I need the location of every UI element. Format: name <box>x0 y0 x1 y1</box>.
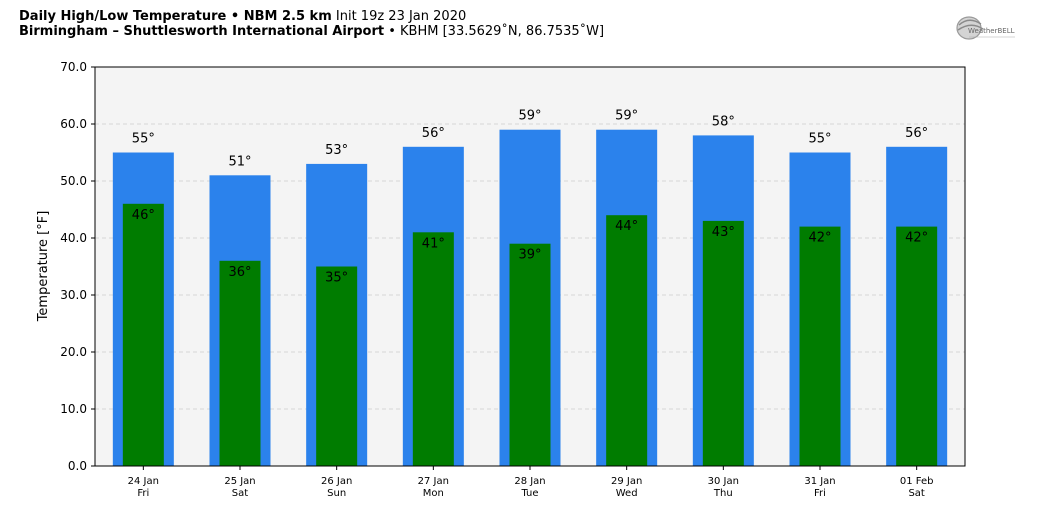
y-tick-label: 10.0 <box>60 402 87 416</box>
y-tick-label: 0.0 <box>68 459 87 473</box>
low-temp-label: 43° <box>712 225 735 240</box>
low-temp-label: 44° <box>615 219 638 234</box>
chart-title: Daily High/Low Temperature • NBM 2.5 km <box>19 9 332 24</box>
y-tick-label: 70.0 <box>60 60 87 74</box>
low-temp-bar <box>702 220 744 466</box>
y-axis: 0.0 10.0 20.0 30.0 40.0 50.0 60.0 70.0 <box>60 60 95 473</box>
low-temp-bar <box>219 260 261 466</box>
low-temp-label: 39° <box>518 248 541 263</box>
high-temp-label: 51° <box>228 154 251 169</box>
x-tick-date: 26 Jan <box>321 476 352 487</box>
y-tick-label: 20.0 <box>60 345 87 359</box>
low-temp-bar <box>122 203 164 467</box>
x-tick-day: Fri <box>137 488 149 499</box>
high-temp-label: 53° <box>325 143 348 158</box>
low-temp-label: 42° <box>808 231 831 246</box>
low-temp-label: 35° <box>325 271 348 286</box>
x-tick-day: Fri <box>814 488 826 499</box>
x-tick-day: Sun <box>327 488 346 499</box>
high-temp-label: 56° <box>422 126 445 141</box>
high-temp-label: 56° <box>905 126 928 141</box>
high-temp-label: 55° <box>132 132 155 147</box>
x-tick-date: 31 Jan <box>804 476 835 487</box>
high-temp-label: 59° <box>518 109 541 124</box>
x-tick-day: Sat <box>232 488 248 499</box>
low-temp-label: 46° <box>132 208 155 223</box>
low-temp-bar <box>412 232 454 466</box>
x-tick-date: 25 Jan <box>224 476 255 487</box>
init-time: Init 19z 23 Jan 2020 <box>335 9 467 24</box>
location-line: Birmingham – Shuttlesworth International… <box>19 24 604 39</box>
location-coordinates: • KBHM [33.5629˚N, 86.7535˚W] <box>388 24 605 39</box>
y-tick-label: 40.0 <box>60 231 87 245</box>
data-labels: 55° 46° 51° 36° 53° 35° 56° 41° 59° 39° 59° 44° 58° 4… <box>132 109 928 286</box>
low-temp-label: 42° <box>905 231 928 246</box>
y-tick-label: 50.0 <box>60 174 87 188</box>
x-tick-date: 01 Feb <box>900 476 934 487</box>
low-temp-bar <box>606 215 648 466</box>
y-tick-label: 30.0 <box>60 288 87 302</box>
chart-title-line: Daily High/Low Temperature • NBM 2.5 km … <box>19 9 604 24</box>
low-temp-bar <box>509 243 551 466</box>
x-tick-day: Tue <box>520 488 538 499</box>
x-tick-day: Sat <box>908 488 924 499</box>
high-temp-label: 55° <box>808 132 831 147</box>
low-temp-bar <box>799 226 841 466</box>
low-temp-bar <box>316 266 358 466</box>
weatherbell-logo: WeatherBELL <box>956 16 1015 40</box>
location-name: Birmingham – Shuttlesworth International… <box>19 24 385 39</box>
logo-text: WeatherBELL <box>968 27 1015 35</box>
x-tick-date: 29 Jan <box>611 476 642 487</box>
y-tick-label: 60.0 <box>60 117 87 131</box>
x-tick-date: 24 Jan <box>128 476 159 487</box>
x-tick-date: 27 Jan <box>418 476 449 487</box>
x-tick-date: 28 Jan <box>514 476 545 487</box>
high-temp-label: 59° <box>615 109 638 124</box>
chart-title-block: Daily High/Low Temperature • NBM 2.5 km … <box>19 9 604 39</box>
x-tick-day: Thu <box>713 488 733 499</box>
bars <box>112 129 948 467</box>
low-temp-bar <box>896 226 938 466</box>
x-tick-date: 30 Jan <box>708 476 739 487</box>
x-tick-day: Mon <box>423 488 444 499</box>
low-temp-label: 41° <box>422 236 445 251</box>
y-axis-label: Temperature [°F] <box>36 211 51 323</box>
low-temp-label: 36° <box>228 265 251 280</box>
x-tick-day: Wed <box>616 488 638 499</box>
high-temp-label: 58° <box>712 114 735 129</box>
